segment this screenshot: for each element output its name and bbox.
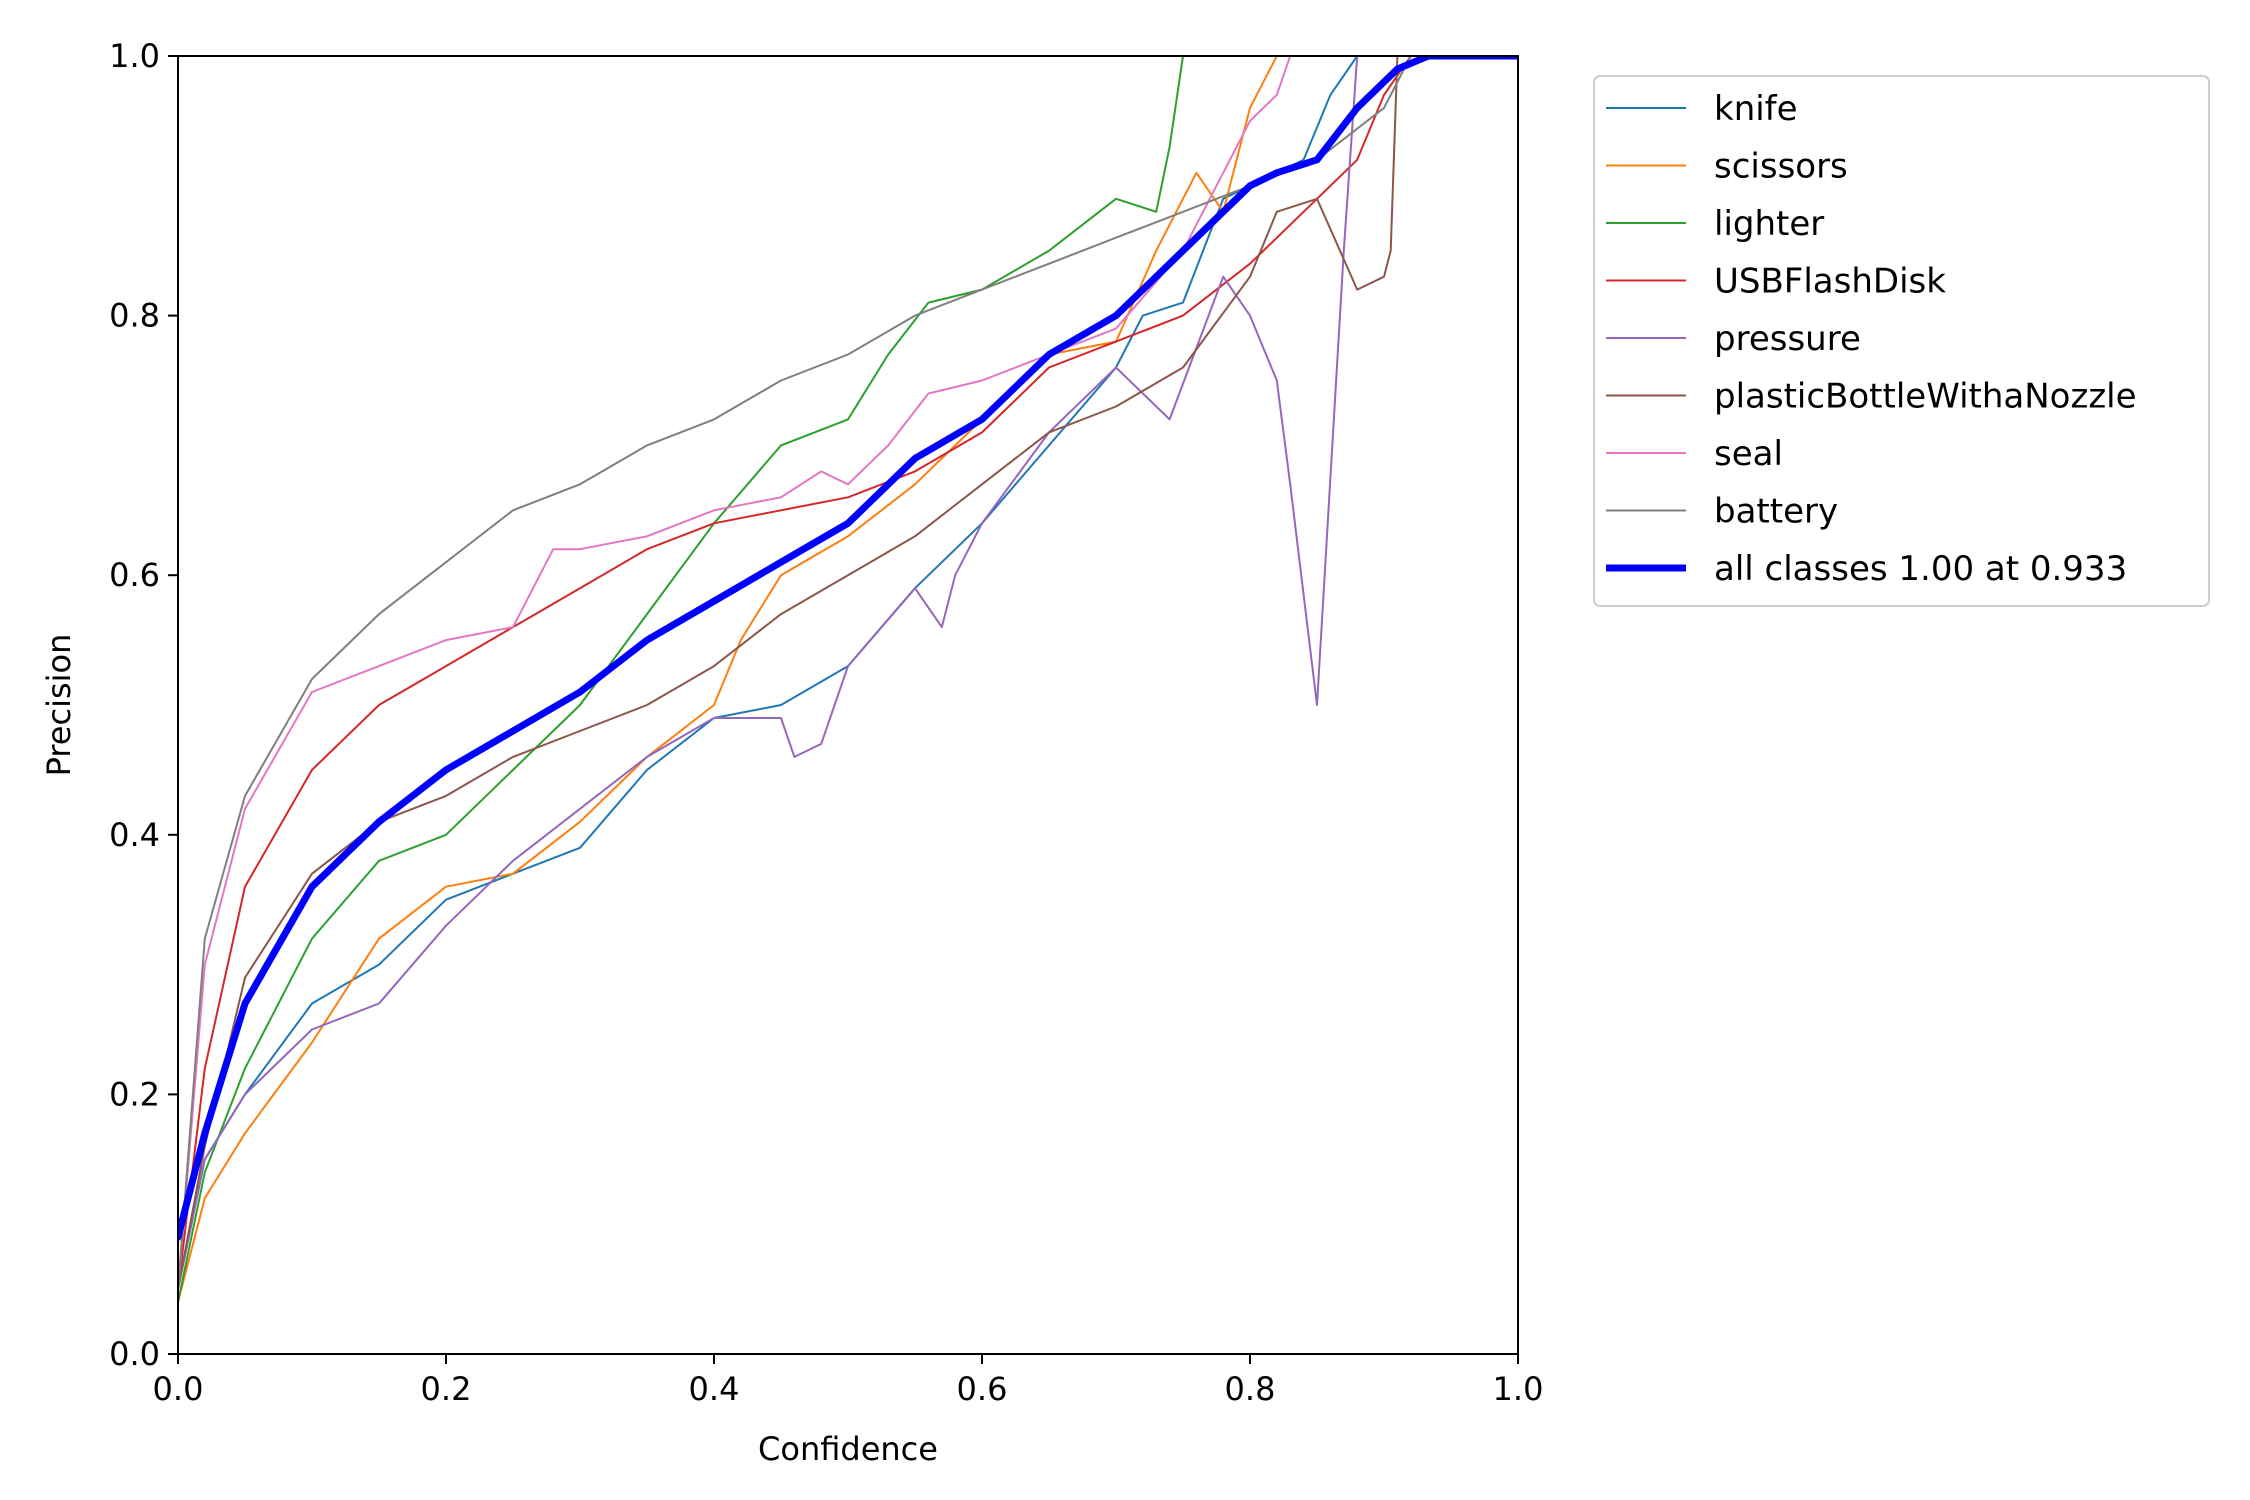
plot-frame xyxy=(177,55,1519,1355)
y-tick-label: 1.0 xyxy=(109,37,160,75)
x-tick-label: 0.2 xyxy=(421,1370,472,1408)
y-tick-label: 0.6 xyxy=(109,556,160,594)
series-line-8 xyxy=(178,56,1518,1241)
x-tick-label: 0.6 xyxy=(957,1370,1008,1408)
legend-label: plasticBottleWithaNozzle xyxy=(1714,377,2137,417)
series-line-6 xyxy=(178,56,1518,1291)
y-tick-label: 0.8 xyxy=(109,297,160,335)
series-line-4 xyxy=(178,56,1518,1291)
legend-label: seal xyxy=(1714,434,1783,474)
series-line-2 xyxy=(178,56,1518,1304)
legend-label: scissors xyxy=(1714,147,1848,187)
x-tick-label: 0.0 xyxy=(153,1370,204,1408)
y-axis-title: Precision xyxy=(40,634,78,777)
legend-label: pressure xyxy=(1714,319,1861,359)
x-tick-label: 0.8 xyxy=(1225,1370,1276,1408)
plot-area xyxy=(178,56,1518,1354)
legend: knife scissors lighter USBFlashDisk pressure… xyxy=(1593,75,2210,607)
x-tick-label: 0.4 xyxy=(689,1370,740,1408)
series-layer xyxy=(178,56,1518,1304)
x-axis-title: Confidence xyxy=(758,1430,938,1468)
legend-label: knife xyxy=(1714,89,1798,129)
legend-label: battery xyxy=(1714,492,1838,532)
x-tick-label: 1.0 xyxy=(1493,1370,1544,1408)
y-axis: 0.0 0.2 0.4 0.6 0.8 1.0 xyxy=(109,37,178,1373)
y-tick-label: 0.2 xyxy=(109,1075,160,1113)
legend-label: lighter xyxy=(1714,204,1824,244)
series-line-1 xyxy=(178,56,1518,1304)
legend-frame xyxy=(1593,75,2210,607)
legend-label: USBFlashDisk xyxy=(1714,262,1946,302)
y-tick-label: 0.4 xyxy=(109,816,160,854)
x-axis: 0.0 0.2 0.4 0.6 0.8 1.0 xyxy=(153,1354,1544,1408)
y-tick-label: 0.0 xyxy=(109,1335,160,1373)
series-line-3 xyxy=(178,56,1518,1291)
legend-label: all classes 1.00 at 0.933 xyxy=(1714,549,2127,589)
